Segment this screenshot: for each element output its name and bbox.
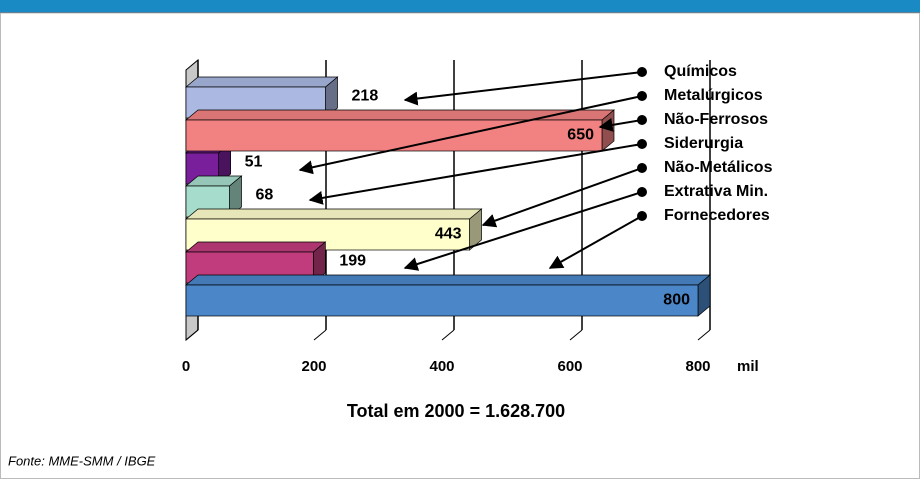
chart-title: Total em 2000 = 1.628.700 xyxy=(347,401,565,421)
legend-label: Fornecedores xyxy=(664,207,770,224)
plot-area: 218 51 650 68 443 199 800 xyxy=(185,58,711,342)
legend-arrow xyxy=(403,71,643,106)
bar-top xyxy=(185,241,327,253)
legend-arrow xyxy=(403,191,643,271)
x-tick-label: 200 xyxy=(301,358,326,375)
bar xyxy=(185,284,699,317)
value-label: 800 xyxy=(663,292,690,309)
x-tick-label: 0 xyxy=(182,358,190,375)
tick-mark xyxy=(441,329,455,341)
value-label: 218 xyxy=(352,88,379,105)
bar-top xyxy=(185,208,483,220)
value-label: 443 xyxy=(435,226,462,243)
legend-label: Não-Ferrosos xyxy=(664,111,768,128)
legend-arrow xyxy=(308,143,643,205)
legend-arrow xyxy=(481,167,643,228)
legend-arrow xyxy=(548,215,643,269)
legend-label: Não-Metálicos xyxy=(664,159,773,176)
value-label: 199 xyxy=(339,253,366,270)
x-tick-label: 400 xyxy=(429,358,454,375)
tick-mark xyxy=(185,329,199,341)
bar xyxy=(185,119,603,152)
legend-label: Extrativa Min. xyxy=(664,183,768,200)
legend-label: Metalúrgicos xyxy=(664,87,763,104)
value-label: 68 xyxy=(256,187,274,204)
x-unit: mil xyxy=(737,358,759,375)
bar-top xyxy=(185,274,711,286)
legend-label: Siderurgia xyxy=(664,135,743,152)
legend-arrow xyxy=(598,118,643,132)
bar-top xyxy=(185,76,339,88)
source: Fonte: MME-SMM / IBGE xyxy=(8,453,156,468)
tick-mark xyxy=(697,329,711,341)
legend-arrow xyxy=(298,95,643,175)
tick-mark xyxy=(313,329,327,341)
value-label: 51 xyxy=(245,154,263,171)
tick-mark xyxy=(569,329,583,341)
x-tick-label: 800 xyxy=(685,358,710,375)
x-tick-label: 600 xyxy=(557,358,582,375)
header-bar xyxy=(0,0,920,12)
legend-label: Químicos xyxy=(664,63,737,80)
value-label: 650 xyxy=(567,127,594,144)
